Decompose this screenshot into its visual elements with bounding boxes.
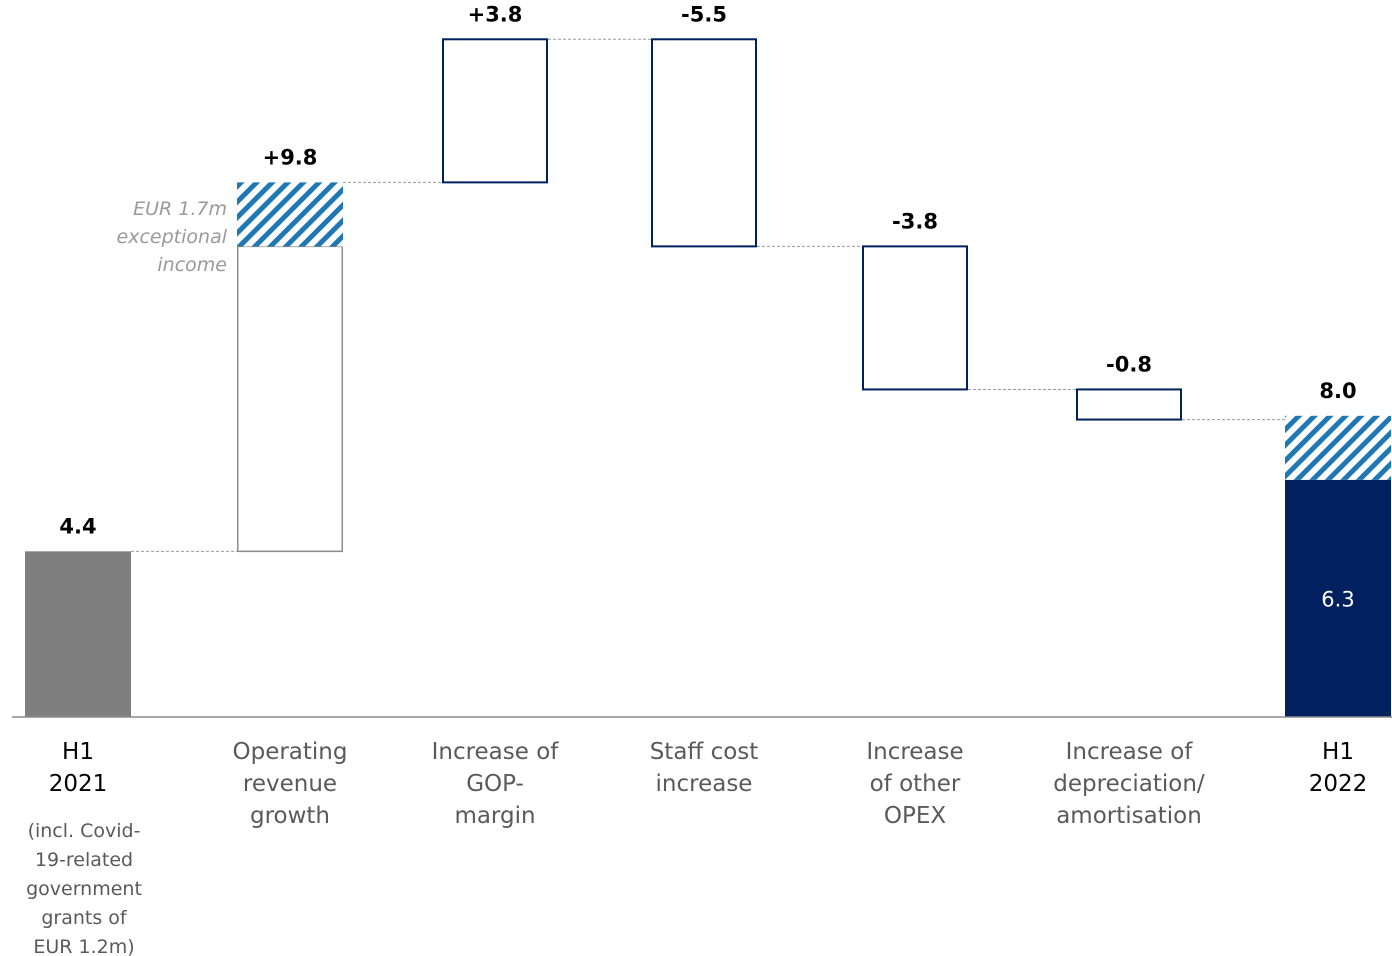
- category-label: H1: [1322, 739, 1354, 765]
- first-bar-note: EUR 1.2m): [33, 936, 134, 956]
- category-label: depreciation/: [1053, 771, 1205, 797]
- annotations: (incl. Covid- 19-related government grants …: [26, 198, 228, 956]
- category-label: OPEX: [884, 803, 947, 829]
- bar-delta-3: [651, 38, 757, 248]
- value-label: 4.4: [59, 514, 96, 538]
- value-label: +3.8: [468, 2, 523, 26]
- category-label: amortisation: [1056, 803, 1202, 829]
- category-label: revenue: [243, 771, 337, 797]
- category-label: Increase of: [432, 739, 560, 765]
- bar-exceptional-income-hatch: [237, 182, 343, 247]
- value-label: -5.5: [681, 2, 727, 26]
- value-label: +9.8: [263, 145, 318, 169]
- category-label: Operating: [233, 739, 348, 765]
- category-labels: H1 2021 Operating revenue growth Increase of G…: [49, 739, 1368, 829]
- first-bar-note: 19-related: [35, 849, 133, 871]
- value-label: 8.0: [1319, 379, 1356, 403]
- bar-h1-2022-exceptional-hatch: [1285, 415, 1391, 480]
- category-label: 2021: [49, 771, 108, 797]
- bar-h1-2021: [25, 551, 131, 717]
- category-label: 2022: [1309, 771, 1368, 797]
- bar-delta-2: [442, 38, 548, 184]
- category-label: GOP-: [466, 771, 524, 797]
- category-label: margin: [454, 803, 535, 829]
- category-label: of other: [870, 771, 961, 797]
- category-label: H1: [62, 739, 94, 765]
- first-bar-note: government: [26, 878, 142, 900]
- category-label: Staff cost: [650, 739, 759, 765]
- value-label: -3.8: [892, 209, 938, 233]
- exceptional-income-annotation: income: [157, 254, 227, 276]
- bar-operating-revenue-growth: [237, 245, 343, 553]
- first-bar-note: grants of: [41, 907, 128, 929]
- category-label: growth: [250, 803, 330, 829]
- bars: [25, 38, 1391, 717]
- value-label-excl-exceptional: 6.3: [1321, 587, 1354, 611]
- bar-h1-2022-base: [1285, 479, 1391, 717]
- exceptional-income-annotation: exceptional: [117, 226, 228, 248]
- category-label: increase: [656, 771, 753, 797]
- connector-lines: [131, 38, 1285, 552]
- first-bar-note: (incl. Covid-: [28, 820, 141, 842]
- category-label: Increase: [866, 739, 963, 765]
- bar-delta-5: [1076, 388, 1182, 421]
- value-labels: 4.4 +9.8 +3.8 -5.5 -3.8 -0.8 8.0 6.3: [59, 2, 1356, 611]
- value-label: -0.8: [1106, 352, 1152, 376]
- exceptional-income-annotation: EUR 1.7m: [133, 198, 227, 220]
- bar-delta-4: [862, 245, 968, 391]
- category-label: Increase of: [1066, 739, 1194, 765]
